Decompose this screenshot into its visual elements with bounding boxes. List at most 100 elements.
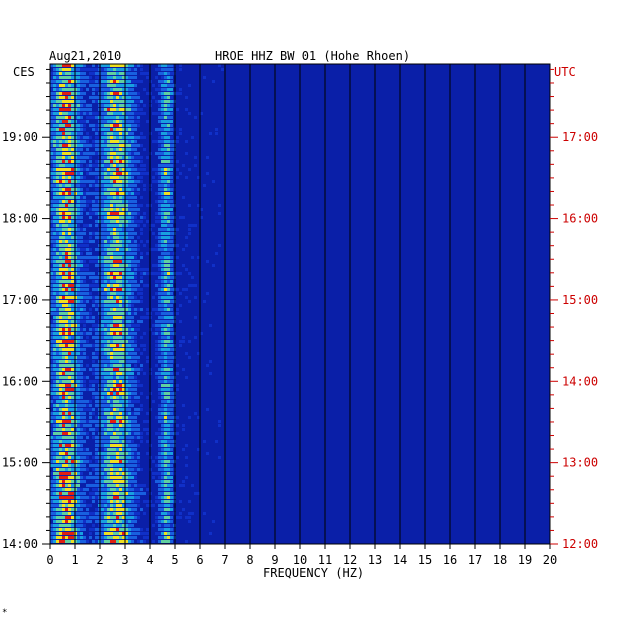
spectrogram-cell bbox=[53, 500, 56, 503]
spectrogram-cell bbox=[83, 232, 86, 235]
spectrogram-cell bbox=[125, 420, 128, 423]
spectrogram-cell bbox=[131, 100, 134, 103]
spectrogram-cell bbox=[65, 428, 68, 431]
spectrogram-cell bbox=[83, 448, 86, 451]
spectrogram-cell bbox=[101, 376, 104, 379]
spectrogram-cell bbox=[116, 116, 119, 119]
spectrogram-cell bbox=[56, 120, 59, 123]
spectrogram-cell bbox=[50, 464, 53, 467]
spectrogram-cell bbox=[119, 492, 122, 495]
spectrogram-cell bbox=[110, 268, 113, 271]
spectrogram-cell bbox=[77, 512, 80, 515]
spectrogram-cell bbox=[119, 220, 122, 223]
spectrogram-cell bbox=[80, 156, 83, 159]
spectrogram-cell bbox=[110, 448, 113, 451]
spectrogram-cell bbox=[89, 404, 92, 407]
spectrogram-cell bbox=[68, 72, 71, 75]
spectrogram-cell bbox=[92, 180, 95, 183]
spectrogram-cell bbox=[107, 388, 110, 391]
spectrogram-cell bbox=[134, 152, 137, 155]
spectrogram-cell bbox=[140, 288, 143, 291]
spectrogram-cell bbox=[83, 512, 86, 515]
spectrogram-cell bbox=[95, 468, 98, 471]
spectrogram-cell bbox=[71, 424, 74, 427]
spectrogram-cell bbox=[77, 384, 80, 387]
spectrogram-cell bbox=[158, 64, 161, 67]
spectrogram-cell bbox=[125, 468, 128, 471]
spectrogram-cell bbox=[86, 108, 89, 111]
spectrogram-cell bbox=[107, 456, 110, 459]
spectrogram-cell bbox=[77, 340, 80, 343]
spectrogram-cell bbox=[113, 412, 116, 415]
spectrogram-cell bbox=[83, 316, 86, 319]
spectrogram-cell bbox=[77, 116, 80, 119]
spectrogram-cell bbox=[107, 532, 110, 535]
spectrogram-cell bbox=[164, 368, 167, 371]
spectrogram-cell bbox=[95, 124, 98, 127]
spectrogram-cell bbox=[170, 288, 173, 291]
spectrogram-cell bbox=[161, 72, 164, 75]
spectrogram-cell bbox=[140, 436, 143, 439]
spectrogram-cell bbox=[119, 480, 122, 483]
spectrogram-cell bbox=[68, 404, 71, 407]
spectrogram-cell bbox=[158, 384, 161, 387]
x-tick-label: 10 bbox=[293, 553, 307, 567]
spectrogram-cell bbox=[101, 340, 104, 343]
spectrogram-cell bbox=[131, 320, 134, 323]
spectrogram-cell bbox=[161, 328, 164, 331]
spectrogram-cell bbox=[107, 468, 110, 471]
spectrogram-cell bbox=[107, 256, 110, 259]
spectrogram-cell bbox=[161, 160, 164, 163]
spectrogram-cell bbox=[125, 520, 128, 523]
spectrogram-cell bbox=[110, 344, 113, 347]
spectrogram-cell bbox=[164, 320, 167, 323]
spectrogram-cell bbox=[140, 80, 143, 83]
spectrogram-cell bbox=[185, 96, 188, 99]
spectrogram-cell bbox=[167, 152, 170, 155]
spectrogram-cell bbox=[164, 248, 167, 251]
spectrogram-cell bbox=[146, 204, 149, 207]
spectrogram-cell bbox=[95, 248, 98, 251]
spectrogram-cell bbox=[113, 228, 116, 231]
spectrogram-cell bbox=[53, 248, 56, 251]
spectrogram-cell bbox=[176, 272, 179, 275]
spectrogram-cell bbox=[152, 84, 155, 87]
spectrogram-cell bbox=[137, 212, 140, 215]
spectrogram-cell bbox=[83, 160, 86, 163]
spectrogram-cell bbox=[164, 468, 167, 471]
spectrogram-cell bbox=[155, 352, 158, 355]
spectrogram-cell bbox=[134, 388, 137, 391]
spectrogram-cell bbox=[77, 308, 80, 311]
spectrogram-cell bbox=[56, 256, 59, 259]
spectrogram-cell bbox=[50, 184, 53, 187]
spectrogram-cell bbox=[59, 120, 62, 123]
spectrogram-cell bbox=[164, 100, 167, 103]
spectrogram-cell bbox=[50, 296, 53, 299]
spectrogram-cell bbox=[146, 92, 149, 95]
spectrogram-cell bbox=[53, 288, 56, 291]
spectrogram-cell bbox=[125, 540, 128, 543]
spectrogram-cell bbox=[188, 340, 191, 343]
spectrogram-cell bbox=[77, 444, 80, 447]
spectrogram-cell bbox=[140, 72, 143, 75]
spectrogram-cell bbox=[161, 500, 164, 503]
spectrogram-cell bbox=[116, 284, 119, 287]
spectrogram-cell bbox=[50, 156, 53, 159]
spectrogram-cell bbox=[68, 396, 71, 399]
spectrogram-cell bbox=[155, 244, 158, 247]
spectrogram-cell bbox=[161, 132, 164, 135]
spectrogram-cell bbox=[179, 64, 182, 67]
spectrogram-cell bbox=[161, 88, 164, 91]
spectrogram-cell bbox=[134, 200, 137, 203]
spectrogram-cell bbox=[146, 500, 149, 503]
spectrogram-cell bbox=[101, 92, 104, 95]
spectrogram-cell bbox=[158, 336, 161, 339]
spectrogram-cell bbox=[62, 464, 65, 467]
spectrogram-cell bbox=[68, 428, 71, 431]
spectrogram-cell bbox=[71, 432, 74, 435]
spectrogram-cell bbox=[80, 192, 83, 195]
spectrogram-cell bbox=[56, 76, 59, 79]
spectrogram-cell bbox=[86, 188, 89, 191]
spectrogram-cell bbox=[95, 324, 98, 327]
spectrogram-cell bbox=[95, 364, 98, 367]
